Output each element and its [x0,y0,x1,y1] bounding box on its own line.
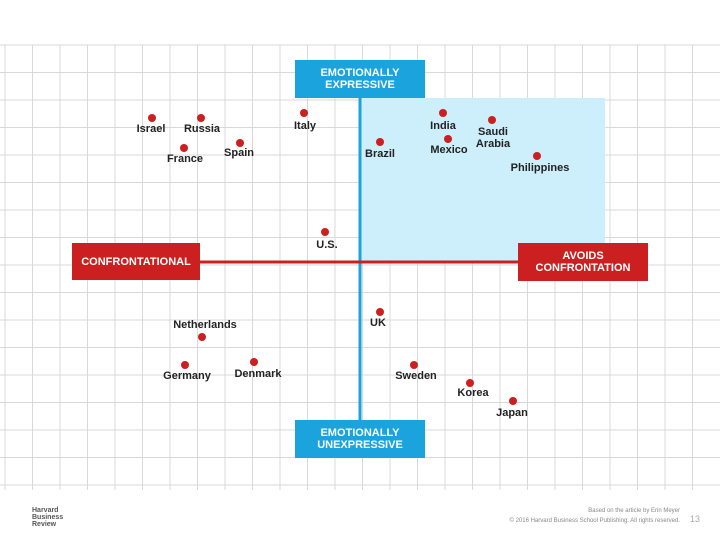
country-label: India [430,120,456,132]
country-dot [488,116,496,124]
country-dot [376,308,384,316]
country-label: Germany [163,370,211,382]
country-dot [250,358,258,366]
country-dot [197,114,205,122]
country-dot [509,397,517,405]
copyright: © 2016 Harvard Business School Publishin… [509,518,680,524]
country-label: France [166,153,204,165]
country-dot [444,135,452,143]
quadrant-highlight [360,98,605,262]
country-label: Sweden [395,370,437,382]
country-dot [410,361,418,369]
credit: Based on the article by Erin Meyer [588,508,680,514]
bottom-label: EMOTIONALLY UNEXPRESSIVE [295,420,425,458]
country-label: U.S. [316,239,338,251]
right-label: AVOIDS CONFRONTATION [518,243,648,281]
country-label: Italy [293,120,317,132]
country-label: Brazil [365,148,395,160]
country-label: Saudi Arabia [475,126,511,150]
country-dot [236,139,244,147]
country-dot [148,114,156,122]
country-label: Spain [224,147,254,159]
country-dot [466,379,474,387]
country-label: Philippines [510,162,570,174]
country-dot [533,152,541,160]
country-dot [321,228,329,236]
left-label: CONFRONTATIONAL [72,243,200,280]
country-label: Denmark [234,368,282,380]
country-label: Israel [136,123,166,135]
country-dot [180,144,188,152]
top-label: EMOTIONALLY EXPRESSIVE [295,60,425,98]
page-number: 13 [690,514,701,524]
country-label: UK [370,317,386,329]
country-dot [439,109,447,117]
country-dot [376,138,384,146]
country-label: Netherlands [173,319,237,331]
country-dot [181,361,189,369]
logo: Harvard Business Review [32,507,64,528]
country-label: Korea [457,387,489,399]
country-label: Mexico [430,144,468,156]
country-dot [198,333,206,341]
country-label: Japan [496,407,528,419]
country-dot [300,109,308,117]
country-label: Russia [183,123,221,135]
